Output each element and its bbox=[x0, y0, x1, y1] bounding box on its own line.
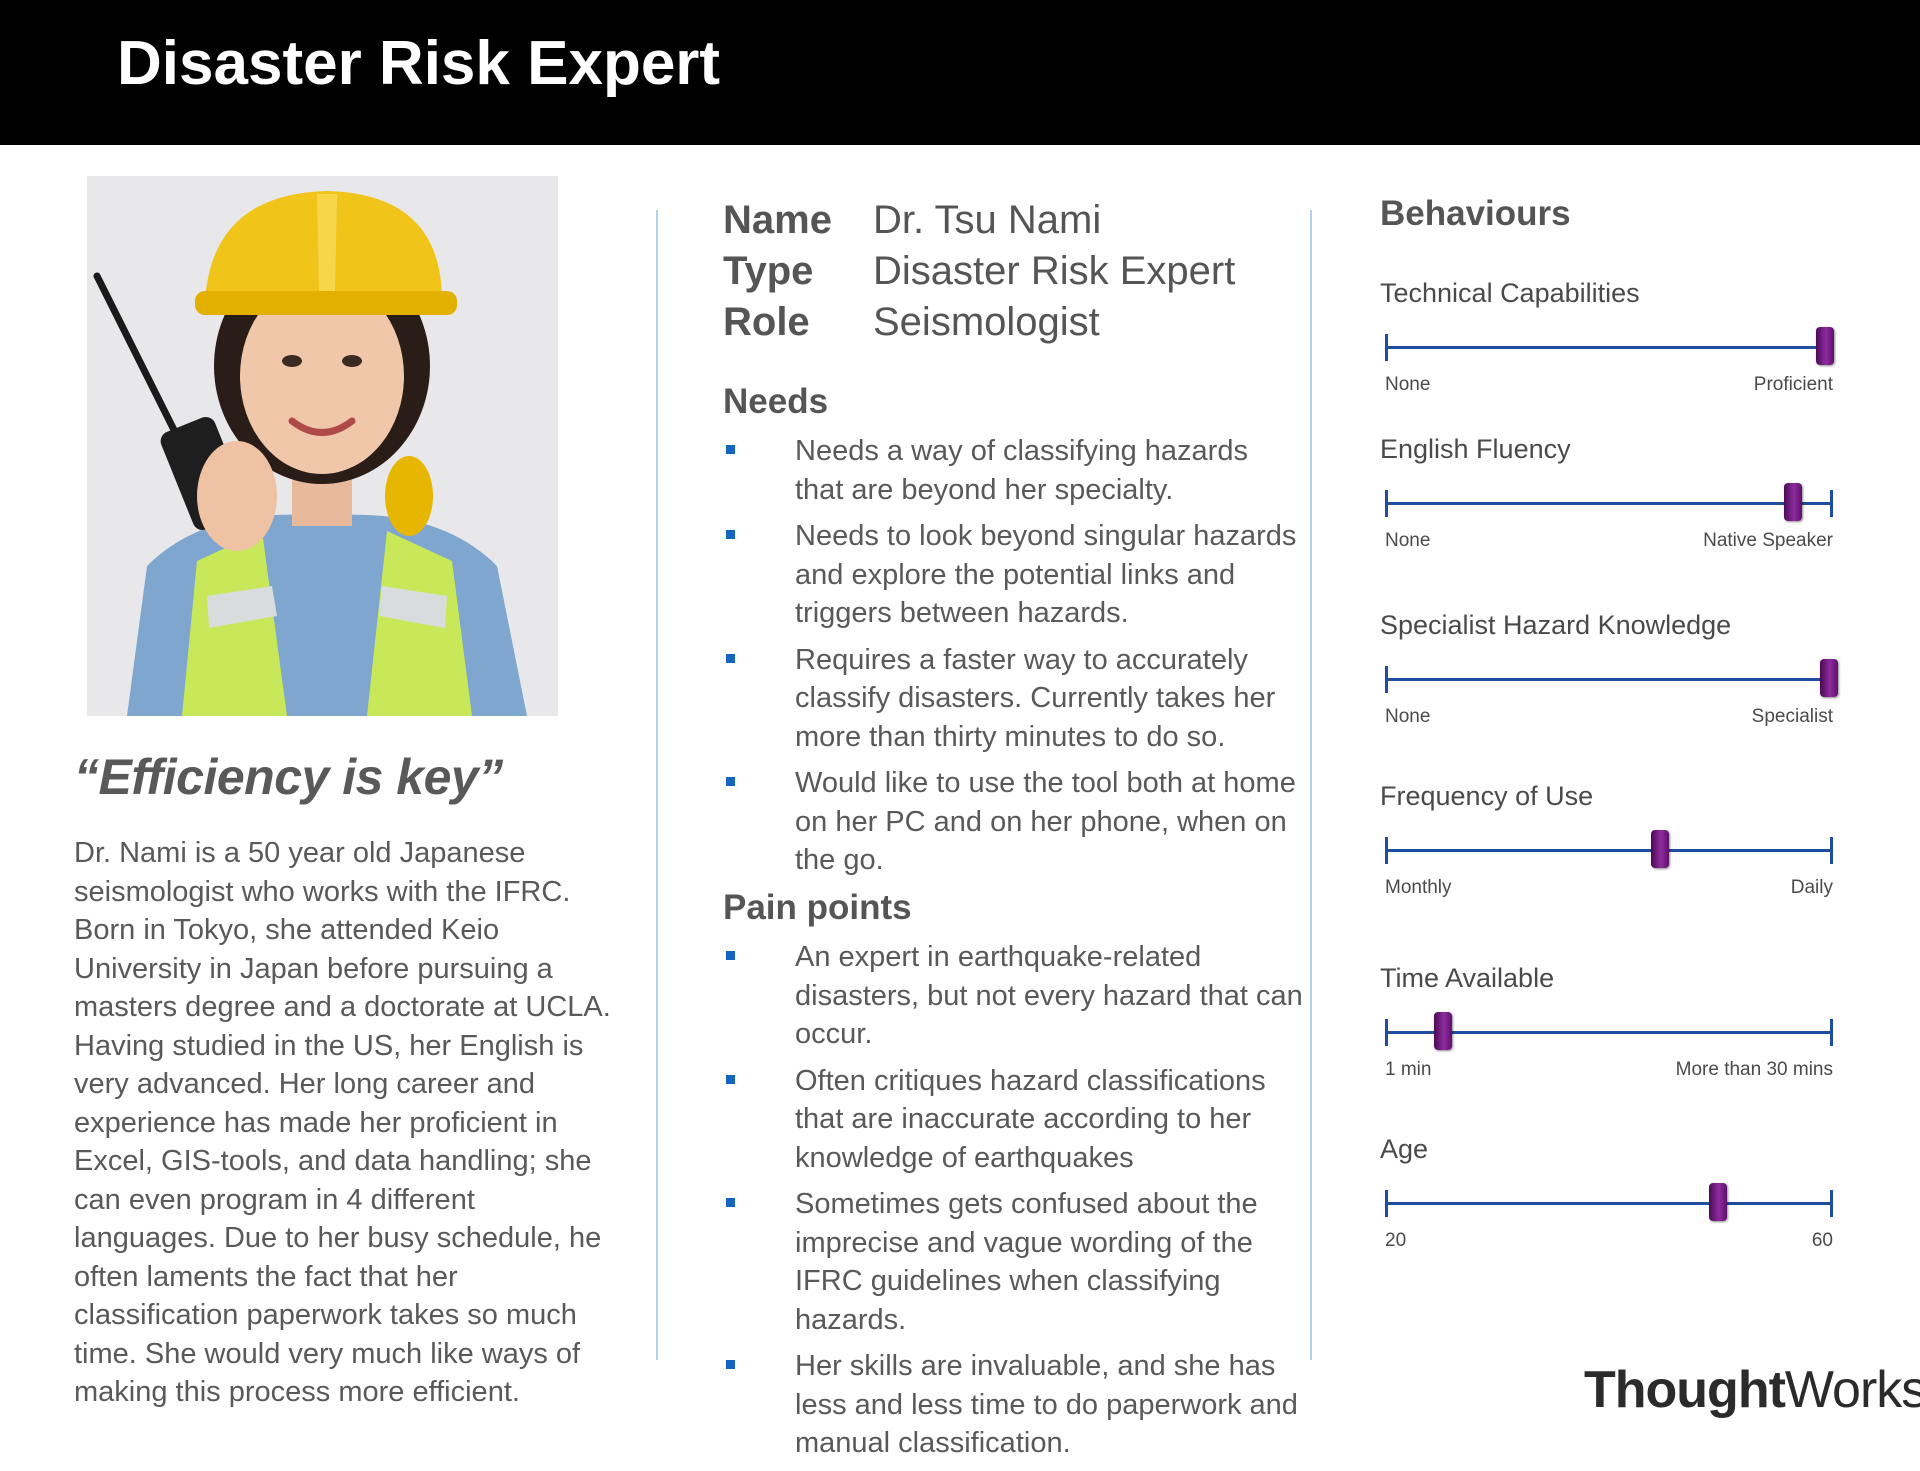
scale-max-label: Daily bbox=[1790, 877, 1833, 898]
pain-point-item: Sometimes gets confused about the imprec… bbox=[723, 1185, 1303, 1339]
bullet-square-icon bbox=[726, 1360, 735, 1369]
scale-tick-left bbox=[1385, 1019, 1388, 1046]
scale-track bbox=[1385, 502, 1833, 505]
scale-frequency-of-use: Frequency of Use Monthly Daily bbox=[1380, 781, 1840, 911]
scale-label: Age bbox=[1380, 1134, 1429, 1164]
scale-marker bbox=[1651, 830, 1670, 868]
scale-tick-right bbox=[1830, 490, 1833, 517]
scale-time-available: Time Available 1 min More than 30 mins bbox=[1380, 963, 1840, 1093]
scale-track bbox=[1385, 849, 1833, 852]
scale-max-label: More than 30 mins bbox=[1675, 1059, 1833, 1080]
needs-item: Needs a way of classifying hazards that … bbox=[723, 432, 1303, 509]
logo-light-text: Works bbox=[1784, 1361, 1920, 1419]
scale-label: Specialist Hazard Knowledge bbox=[1380, 610, 1732, 640]
scale-marker bbox=[1433, 1012, 1452, 1050]
scale-min-label: 1 min bbox=[1385, 1059, 1432, 1080]
scale-min-label: Monthly bbox=[1385, 877, 1452, 898]
pain-point-text: Her skills are invaluable, and she has l… bbox=[795, 1350, 1298, 1459]
pain-point-text: Often critiques hazard classifications t… bbox=[795, 1064, 1266, 1174]
scale-marker bbox=[1815, 327, 1834, 365]
scale-min-label: None bbox=[1385, 706, 1431, 727]
scale-label: English Fluency bbox=[1380, 434, 1571, 464]
attribute-label-role: Role bbox=[723, 300, 810, 344]
scale-track bbox=[1385, 1202, 1833, 1205]
scale-max-label: Proficient bbox=[1753, 374, 1833, 395]
pain-point-item: Her skills are invaluable, and she has l… bbox=[723, 1347, 1303, 1463]
scale-min-label: 20 bbox=[1385, 1230, 1407, 1251]
bullet-square-icon bbox=[726, 530, 735, 539]
scale-tick-right bbox=[1830, 1190, 1833, 1217]
bullet-square-icon bbox=[726, 777, 735, 786]
pain-points-list: An expert in earthquake-related disaster… bbox=[723, 938, 1303, 1471]
bullet-square-icon bbox=[726, 653, 735, 663]
scale-track bbox=[1385, 346, 1833, 349]
pain-point-item: An expert in earthquake-related disaster… bbox=[723, 938, 1303, 1054]
scale-english-fluency: English Fluency None Native Speaker bbox=[1380, 434, 1840, 564]
scale-marker bbox=[1820, 659, 1838, 697]
scale-marker bbox=[1784, 483, 1803, 521]
persona-photo bbox=[87, 176, 558, 716]
attribute-value-name: Dr. Tsu Nami bbox=[873, 198, 1102, 242]
needs-item: Needs to look beyond singular hazards an… bbox=[723, 517, 1303, 633]
column-divider-right bbox=[1310, 210, 1312, 1360]
pain-point-item: Often critiques hazard classifications t… bbox=[723, 1062, 1303, 1178]
needs-item: Requires a faster way to accurately clas… bbox=[723, 641, 1303, 757]
scale-tick-left bbox=[1385, 837, 1388, 864]
needs-list: Needs a way of classifying hazards that … bbox=[723, 432, 1303, 888]
scale-tick-right bbox=[1830, 837, 1833, 864]
scale-max-label: Specialist bbox=[1751, 706, 1833, 727]
attribute-label-type: Type bbox=[723, 249, 814, 293]
pain-points-heading: Pain points bbox=[723, 888, 912, 927]
needs-item-text: Requires a faster way to accurately clas… bbox=[795, 643, 1276, 753]
scale-age: Age 20 60 bbox=[1380, 1134, 1840, 1264]
thoughtworks-logo: ThoughtWorks® bbox=[1584, 1360, 1920, 1420]
pain-point-text: Sometimes gets confused about the imprec… bbox=[795, 1188, 1258, 1336]
scale-technical-capabilities: Technical Capabilities None Proficient bbox=[1380, 278, 1840, 408]
column-divider-left bbox=[656, 210, 658, 1360]
scale-label: Frequency of Use bbox=[1380, 781, 1594, 811]
pain-point-text: An expert in earthquake-related disaster… bbox=[795, 941, 1303, 1050]
persona-quote: “Efficiency is key” bbox=[74, 749, 503, 805]
bullet-square-icon bbox=[726, 1074, 735, 1084]
scale-marker bbox=[1709, 1183, 1727, 1221]
scale-label: Time Available bbox=[1380, 963, 1555, 993]
scale-min-label: None bbox=[1385, 530, 1431, 551]
attribute-value-role: Seismologist bbox=[873, 300, 1100, 344]
needs-item-text: Would like to use the tool both at home … bbox=[795, 767, 1296, 876]
scale-label: Technical Capabilities bbox=[1380, 278, 1640, 308]
header-bar: Disaster Risk Expert bbox=[0, 0, 1920, 145]
attribute-label-name: Name bbox=[723, 198, 832, 242]
behaviours-heading: Behaviours bbox=[1380, 194, 1571, 233]
scale-track bbox=[1385, 678, 1833, 681]
persona-bio: Dr. Nami is a 50 year old Japanese seism… bbox=[74, 837, 611, 1408]
bullet-square-icon bbox=[726, 445, 735, 454]
logo-bold-text: Thought bbox=[1584, 1361, 1786, 1419]
scale-specialist-hazard-knowledge: Specialist Hazard Knowledge None Special… bbox=[1380, 610, 1840, 740]
scale-min-label: None bbox=[1385, 374, 1431, 395]
bullet-square-icon bbox=[726, 951, 735, 960]
bullet-square-icon bbox=[726, 1198, 735, 1207]
scale-max-label: Native Speaker bbox=[1703, 530, 1833, 551]
scale-tick-left bbox=[1385, 334, 1388, 361]
scale-tick-right bbox=[1830, 1019, 1833, 1046]
page-title: Disaster Risk Expert bbox=[117, 29, 721, 98]
scale-track bbox=[1385, 1031, 1833, 1034]
needs-item: Would like to use the tool both at home … bbox=[723, 764, 1303, 880]
needs-heading: Needs bbox=[723, 382, 829, 421]
needs-item-text: Needs a way of classifying hazards that … bbox=[795, 435, 1248, 506]
scale-max-label: 60 bbox=[1811, 1230, 1833, 1251]
scale-tick-left bbox=[1385, 1190, 1388, 1217]
scale-tick-left bbox=[1385, 490, 1388, 517]
scale-tick-left bbox=[1385, 666, 1388, 693]
attribute-value-type: Disaster Risk Expert bbox=[873, 249, 1236, 293]
needs-item-text: Needs to look beyond singular hazards an… bbox=[795, 520, 1297, 629]
